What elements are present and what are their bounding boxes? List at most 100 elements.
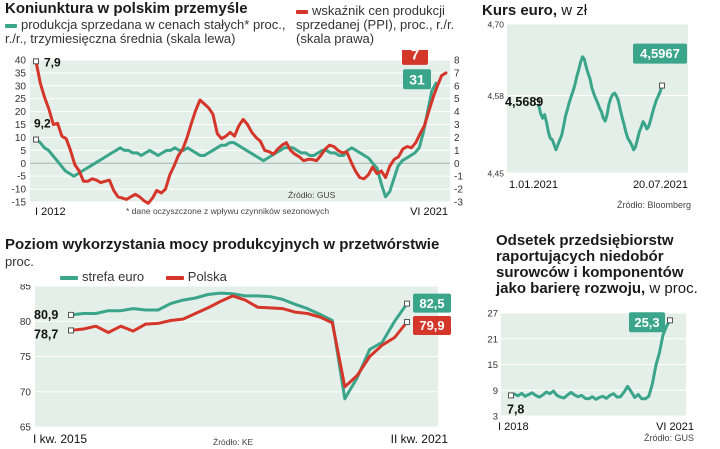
odsetek-title: Odsetek przedsiębiorstw raportujących ni…: [496, 233, 698, 297]
moce-legend: strefa euro Polska: [60, 270, 227, 284]
point-green-end: [404, 300, 410, 307]
footnote: * dane oczyszczone z wpływu czynników se…: [126, 206, 329, 216]
y-tick-label: 75: [20, 352, 32, 363]
y-tick-label: 15: [487, 360, 498, 371]
label-end-bg: [633, 43, 687, 64]
series-line-polska: [69, 294, 409, 389]
kurs-title-main: Kurs euro,: [482, 2, 558, 19]
label-red-end: 7: [411, 50, 419, 63]
source-label: Źródło: GUS: [644, 433, 694, 443]
label-green-end: 82,5: [419, 296, 444, 311]
series-line-odsetek: [509, 318, 672, 401]
y-left-tick-label: 10: [15, 133, 27, 144]
label-red-start: 78,7: [34, 327, 58, 341]
label-red-end-bg: [413, 315, 451, 335]
y-tick-label: 4,58: [487, 91, 504, 101]
x-tick-label-start: 1.01.2021: [509, 179, 558, 191]
y-right-tick-label: -3: [454, 198, 463, 209]
y-tick-label: 4,70: [487, 20, 504, 30]
koniunktura-chart: 4035302520151050-5-10-15876543210-1-2-39…: [12, 50, 463, 218]
y-right-tick-label: 0: [454, 159, 460, 170]
moce-chart: 85 80 75 70 65 80,9 78,7 82,5 79,9 I kw. 2015 II k…: [20, 284, 451, 447]
label-red-start: 7,9: [44, 55, 61, 69]
y-left-tick-label: 30: [15, 81, 27, 92]
odsetek-title-line-1: Odsetek przedsiębiorstw: [496, 232, 674, 249]
odsetek-title-last: jako barierę rozwoju,: [496, 280, 646, 297]
label-start: 4,5689: [505, 95, 543, 109]
point-start: [508, 392, 514, 399]
series-line-eurpln: [535, 55, 664, 152]
label-green-start: 9,2: [34, 117, 51, 131]
y-right-tick-label: 5: [454, 94, 460, 105]
y-left-tick-label: -10: [12, 185, 27, 196]
y-left-tick-label: 35: [15, 68, 27, 79]
y-right-tick-label: 8: [454, 56, 460, 67]
odsetek-title-line-2: raportujących niedobór: [496, 248, 664, 265]
kurs-chart: 4,70 4,58 4,45 4,5689 4,5967 1.01.2021 20.07.2…: [487, 20, 691, 211]
plot-background: [30, 60, 450, 202]
y-tick-label: 21: [487, 334, 498, 345]
x-tick-label-end: VI 2021: [656, 421, 694, 433]
moce-legend-text-green: strefa euro: [82, 269, 145, 284]
series-line-ppi: [34, 59, 448, 205]
source-label: Źródło: GUS: [288, 190, 336, 200]
label-red-end: 79,9: [419, 318, 444, 333]
x-tick-label-end: II kw. 2021: [391, 432, 449, 446]
y-left-tick-label: 20: [15, 107, 27, 118]
point-green-start: [33, 136, 39, 143]
point-red-start: [33, 58, 39, 65]
moce-legend-text-red: Polska: [187, 269, 227, 284]
point-start: [534, 99, 540, 106]
kurs-title: Kurs euro, w zł: [482, 2, 587, 19]
label-green-end-bg: [413, 293, 451, 313]
label-end: 4,5967: [640, 46, 680, 61]
koniunktura-legend-green: produkcja sprzedana w cenach stałych* pr…: [5, 18, 305, 46]
y-right-tick-label: 7: [454, 68, 460, 79]
label-red-end-bg: [402, 50, 428, 65]
x-tick-label-start: I 2012: [35, 206, 66, 218]
y-right-tick-label: -1: [454, 172, 463, 183]
y-right-tick-label: 3: [454, 120, 460, 131]
odsetek-title-line-4: jako barierę rozwoju, w proc.: [496, 281, 698, 297]
legend-swatch-red: [296, 9, 308, 14]
y-tick-label: 3: [493, 412, 498, 423]
x-tick-label-end: VI 2021: [410, 206, 448, 218]
y-tick-label: 9: [493, 386, 498, 397]
y-tick-label: 27: [487, 309, 498, 320]
x-tick-label-end: 20.07.2021: [633, 179, 688, 191]
y-left-tick-label: 25: [15, 94, 27, 105]
koniunktura-title: Koniunktura w polskim przemyśle: [5, 0, 248, 17]
y-tick-label: 70: [20, 387, 32, 398]
source-label: Źródło: Bloomberg: [617, 200, 691, 210]
moce-subtitle: proc.: [5, 254, 34, 269]
koniunktura-legend-red: wskaźnik cen produkcji sprzedanej (PPI),…: [296, 4, 466, 46]
y-left-tick-label: 15: [15, 120, 27, 131]
label-end-bg: [629, 312, 665, 333]
point-end: [667, 317, 673, 324]
label-start: 7,8: [507, 402, 524, 416]
series-line-strefa-euro: [69, 291, 409, 401]
y-right-tick-label: 1: [454, 146, 460, 157]
y-left-tick-label: 40: [15, 56, 27, 67]
y-tick-label: 85: [20, 284, 32, 293]
y-left-tick-label: -15: [12, 198, 27, 209]
y-tick-label: 65: [20, 423, 32, 434]
label-green-end: 31: [409, 71, 425, 87]
y-right-tick-label: 6: [454, 81, 460, 92]
kurs-title-unit: w zł: [561, 2, 588, 19]
point-red-end: [404, 318, 410, 325]
odsetek-title-unit: w proc.: [649, 280, 698, 297]
y-right-tick-label: -2: [454, 185, 463, 196]
legend-swatch-green: [5, 23, 17, 28]
point-red-start: [68, 327, 74, 334]
y-left-tick-label: 5: [20, 146, 26, 157]
point-end: [659, 82, 665, 89]
label-green-start: 80,9: [34, 308, 58, 322]
source-label: Źródło: KE: [213, 437, 253, 447]
y-right-tick-label: 2: [454, 133, 460, 144]
y-tick-label: 4,45: [487, 169, 504, 179]
x-tick-label-start: I kw. 2015: [33, 432, 87, 446]
label-end: 25,3: [634, 315, 659, 330]
y-right-tick-label: 4: [454, 107, 460, 118]
